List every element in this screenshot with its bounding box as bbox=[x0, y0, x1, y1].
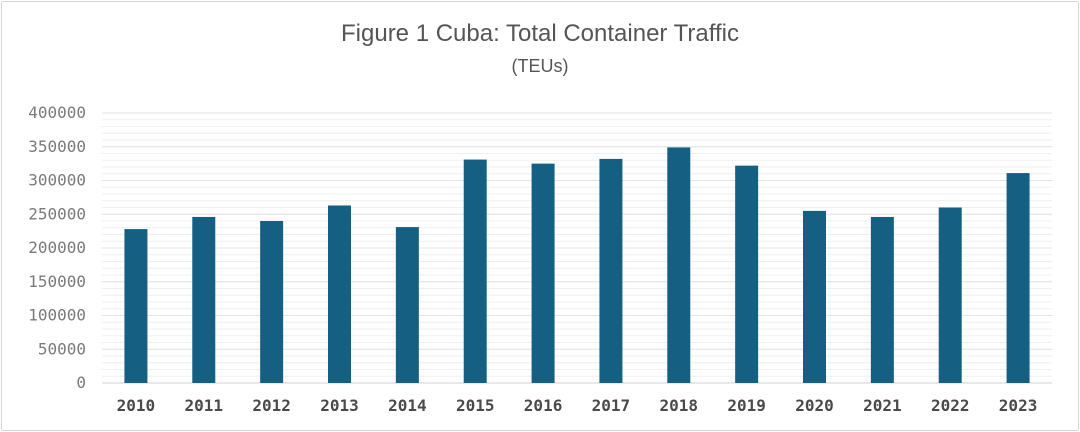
bar-2023 bbox=[1006, 173, 1030, 383]
y-tick-label: 300000 bbox=[28, 171, 86, 190]
x-tick-label: 2018 bbox=[660, 396, 699, 415]
y-tick-label: 250000 bbox=[28, 204, 86, 223]
x-tick-label: 2021 bbox=[863, 396, 902, 415]
x-tick-label: 2022 bbox=[931, 396, 970, 415]
x-tick-label: 2023 bbox=[999, 396, 1038, 415]
bar-2020 bbox=[803, 210, 826, 383]
bar-2017 bbox=[599, 158, 623, 383]
bar-2018 bbox=[667, 147, 691, 383]
bar-2011 bbox=[192, 216, 216, 383]
bar-2012 bbox=[260, 221, 284, 383]
x-tick-label: 2015 bbox=[456, 396, 495, 415]
y-tick-label: 50000 bbox=[38, 339, 86, 358]
y-tick-label: 400000 bbox=[28, 103, 86, 122]
y-tick-label: 350000 bbox=[28, 137, 86, 156]
x-tick-label: 2016 bbox=[524, 396, 563, 415]
x-tick-label: 2013 bbox=[320, 396, 359, 415]
y-tick-label: 0 bbox=[76, 373, 86, 392]
bar-2015 bbox=[463, 159, 487, 383]
x-axis-ticks: 2010 2011 2012 2013 2014 2015 2016 2017 2018 2019… bbox=[117, 396, 1038, 415]
x-tick-label: 2012 bbox=[252, 396, 291, 415]
y-tick-label: 150000 bbox=[28, 272, 86, 291]
chart-title: Figure 1 Cuba: Total Container Traffic bbox=[341, 20, 739, 47]
chart-subtitle: (TEUs) bbox=[511, 56, 569, 76]
x-tick-label: 2014 bbox=[388, 396, 427, 415]
gridlines bbox=[102, 112, 1052, 384]
y-tick-label: 100000 bbox=[28, 306, 86, 325]
bar-2016 bbox=[531, 163, 555, 383]
bar-2019 bbox=[735, 165, 759, 383]
x-tick-label: 2020 bbox=[795, 396, 834, 415]
bar-2021 bbox=[870, 216, 894, 383]
bar-2014 bbox=[395, 227, 419, 383]
y-axis-ticks: 0 50000 100000 150000 200000 250000 300000 3500… bbox=[28, 103, 86, 392]
x-tick-label: 2011 bbox=[185, 396, 224, 415]
bar-2022 bbox=[938, 207, 962, 383]
x-tick-label: 2010 bbox=[117, 396, 156, 415]
bars bbox=[124, 147, 1030, 383]
bar-2010 bbox=[124, 229, 148, 383]
bar-2013 bbox=[328, 205, 351, 383]
y-tick-label: 200000 bbox=[28, 238, 86, 257]
x-tick-label: 2017 bbox=[592, 396, 631, 415]
x-tick-label: 2019 bbox=[727, 396, 766, 415]
